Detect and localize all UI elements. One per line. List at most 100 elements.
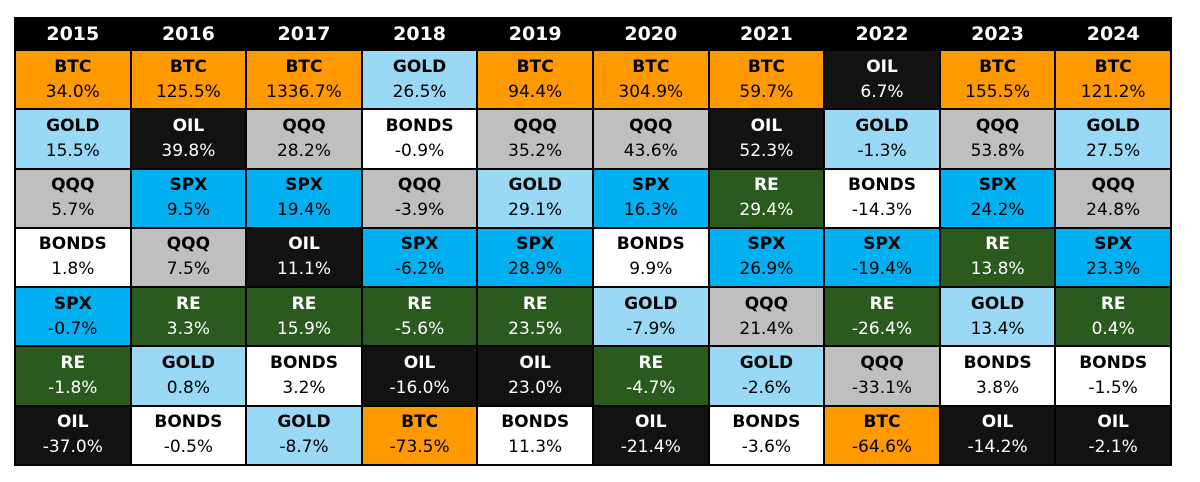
return-cell: BONDS -1.5% [1056, 347, 1170, 405]
asset-label: BONDS [616, 234, 685, 255]
return-value: 24.8% [1086, 200, 1141, 221]
return-value: -16.0% [389, 378, 450, 399]
return-cell: SPX 24.2% [940, 169, 1055, 227]
return-value: -14.2% [967, 437, 1028, 458]
return-cell: SPX 28.9% [478, 228, 592, 287]
asset-label: QQQ [513, 115, 557, 136]
asset-label: QQQ [744, 293, 789, 314]
return-cell: QQQ 21.4% [709, 288, 824, 346]
asset-label: GOLD [970, 293, 1025, 314]
asset-label: BTC [747, 56, 785, 77]
return-cell: OIL 23.0% [478, 347, 592, 405]
return-value: -0.7% [48, 318, 98, 339]
asset-label: QQQ [1091, 175, 1135, 196]
asset-label: RE [407, 293, 432, 314]
asset-label: RE [522, 293, 548, 314]
return-cell: QQQ 28.2% [247, 110, 361, 168]
return-cell: SPX -0.7% [16, 288, 130, 346]
year-header: 2019 [478, 19, 592, 49]
return-value: 1.8% [51, 259, 95, 280]
return-value: 23.0% [508, 378, 563, 399]
return-value: 59.7% [739, 81, 794, 102]
return-cell: BTC 94.4% [478, 51, 592, 109]
return-value: 7.5% [166, 259, 210, 280]
return-value: -8.7% [279, 437, 329, 458]
return-cell: OIL -2.1% [1056, 406, 1170, 464]
return-cell: GOLD -8.7% [247, 406, 361, 464]
return-cell: BTC 304.9% [593, 51, 708, 109]
return-cell: SPX -6.2% [362, 228, 477, 287]
return-cell: QQQ 43.6% [593, 110, 708, 168]
return-value: -0.5% [163, 437, 214, 458]
return-cell: SPX 9.5% [131, 169, 246, 227]
asset-label: BONDS [847, 175, 916, 196]
return-value: -7.9% [626, 318, 676, 339]
asset-label: RE [291, 293, 317, 314]
return-cell: BTC 155.5% [940, 51, 1055, 109]
return-value: 19.4% [276, 200, 331, 221]
return-value: 16.3% [623, 200, 678, 221]
return-cell: GOLD 13.4% [940, 288, 1055, 346]
return-cell: OIL 6.7% [825, 51, 939, 109]
year-header: 2021 [709, 19, 824, 49]
return-cell: QQQ 53.8% [940, 110, 1055, 168]
return-cell: BTC -64.6% [825, 406, 939, 464]
return-value: 94.4% [508, 81, 563, 102]
asset-label: QQQ [51, 175, 95, 196]
return-cell: BONDS 3.8% [940, 347, 1055, 405]
year-header: 2023 [940, 19, 1055, 49]
return-cell: SPX 16.3% [593, 169, 708, 227]
asset-label: BONDS [38, 234, 107, 255]
return-value: -5.6% [394, 318, 445, 339]
asset-label: RE [869, 293, 895, 314]
asset-label: QQQ [397, 175, 442, 196]
return-cell: SPX 23.3% [1056, 228, 1170, 287]
return-value: -2.6% [741, 378, 792, 399]
asset-label: OIL [56, 412, 89, 433]
return-value: 6.7% [860, 81, 904, 102]
asset-label: RE [754, 175, 779, 196]
asset-label: SPX [285, 175, 323, 196]
return-cell: SPX 19.4% [247, 169, 361, 227]
asset-label: BONDS [732, 412, 801, 433]
asset-label: BTC [1094, 56, 1132, 77]
return-value: -21.4% [620, 437, 681, 458]
return-value: -1.8% [48, 378, 98, 399]
asset-label: OIL [750, 115, 783, 136]
year-header: 2022 [825, 19, 939, 49]
return-value: 3.2% [282, 378, 326, 399]
return-value: 34.0% [45, 81, 100, 102]
asset-label: SPX [978, 175, 1017, 196]
return-cell: SPX -19.4% [825, 228, 939, 287]
return-cell: OIL -16.0% [362, 347, 477, 405]
asset-label: SPX [631, 175, 670, 196]
return-value: 29.1% [508, 200, 563, 221]
return-value: 39.8% [161, 140, 216, 161]
return-cell: RE -26.4% [825, 288, 939, 346]
return-value: -3.6% [741, 437, 792, 458]
return-value: -73.5% [389, 437, 450, 458]
return-value: 15.5% [45, 140, 100, 161]
return-value: 1336.7% [266, 81, 342, 102]
return-value: 23.5% [508, 318, 563, 339]
return-value: -37.0% [42, 437, 103, 458]
return-cell: OIL 52.3% [709, 110, 824, 168]
return-cell: RE 3.3% [131, 288, 246, 346]
asset-label: BONDS [154, 412, 223, 433]
return-value: 3.8% [975, 378, 1020, 399]
year-header: 2015 [16, 19, 130, 49]
return-cell: GOLD -1.3% [825, 110, 939, 168]
asset-label: QQQ [166, 234, 211, 255]
return-value: 29.4% [739, 200, 794, 221]
asset-label: GOLD [161, 353, 216, 374]
return-cell: GOLD -2.6% [709, 347, 824, 405]
return-cell: BONDS 11.3% [478, 406, 592, 464]
asset-label: QQQ [860, 353, 904, 374]
asset-label: RE [638, 353, 664, 374]
asset-label: BTC [169, 56, 207, 77]
return-value: 11.1% [276, 259, 331, 280]
return-cell: QQQ -33.1% [825, 347, 939, 405]
return-cell: BONDS 9.9% [593, 228, 708, 287]
return-value: 121.2% [1080, 81, 1146, 102]
asset-label: SPX [747, 234, 786, 255]
